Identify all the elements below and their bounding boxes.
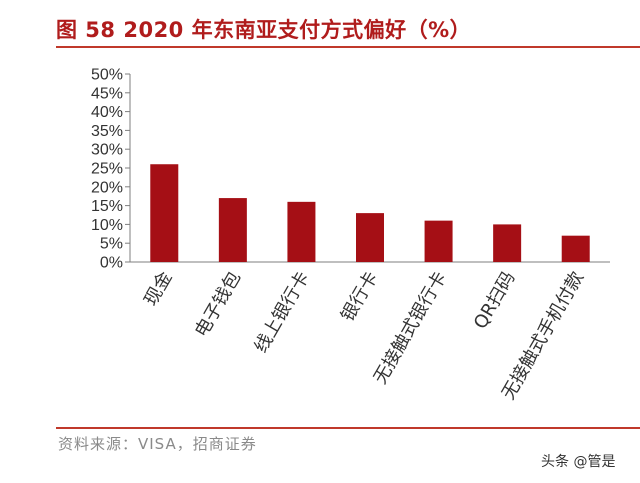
bar xyxy=(356,213,384,262)
y-tick-label: 15% xyxy=(91,198,123,215)
x-tick-label: 电子钱包 xyxy=(191,268,245,341)
title-rule xyxy=(56,46,640,48)
source-note: 资料来源：VISA，招商证券 xyxy=(58,435,257,453)
y-tick-label: 20% xyxy=(91,179,123,196)
x-tick-label: 无接触式银行卡 xyxy=(370,268,451,388)
y-tick-label: 30% xyxy=(91,142,123,159)
bar-chart: 0% 5% 10% 15% 20%25% 30% 35% 40% 45%50% 现金 电子钱包 线上银… xyxy=(91,67,610,403)
bar xyxy=(561,235,590,262)
bar xyxy=(287,201,316,262)
x-tick-label: 线上银行卡 xyxy=(251,268,314,356)
x-tick-label: QR扫码 xyxy=(470,268,520,333)
watermark: 头条 @管是 xyxy=(541,454,616,470)
y-tick-label: 5% xyxy=(100,236,123,253)
bar xyxy=(424,220,453,262)
y-tick-label: 10% xyxy=(91,217,123,234)
bar xyxy=(150,164,179,262)
x-tick-label: 现金 xyxy=(140,268,176,310)
y-tick-label: 40% xyxy=(91,104,123,121)
y-tick-label: 0% xyxy=(100,255,123,272)
source-rule xyxy=(56,427,640,429)
y-tick-label: 45% xyxy=(91,85,123,102)
y-tick-label: 25% xyxy=(91,161,123,178)
bar xyxy=(218,198,247,262)
y-tick-label: 50% xyxy=(91,67,123,84)
y-tick-label: 35% xyxy=(91,123,123,140)
bar xyxy=(493,224,522,262)
chart-title: 图 58 2020 年东南亚支付方式偏好（%） xyxy=(56,18,472,42)
x-tick-label: 银行卡 xyxy=(337,268,382,325)
